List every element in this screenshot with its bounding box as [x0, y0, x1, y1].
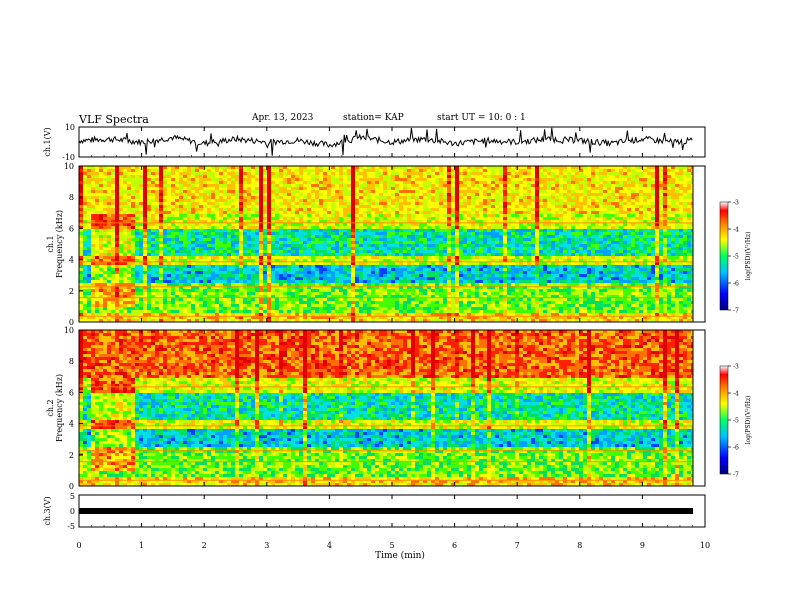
colorbar-tick-label: -5: [733, 418, 739, 425]
station-label: station= KAP: [343, 113, 404, 123]
ch1-spectrogram-yticks: 0 2 4 6 8 10: [64, 162, 83, 327]
colorbar-tick-label: -6: [733, 281, 739, 288]
ch3-ytick-bottom: -5: [67, 522, 75, 531]
ytick-label: 8: [69, 193, 74, 202]
chart-title: VLF Spectra: [79, 113, 149, 126]
ch1-waveform-line: [78, 127, 693, 156]
ytick-label: 2: [69, 287, 74, 296]
ch2-spectrogram-margin: [692, 329, 706, 487]
colorbar-tick-label: -4: [733, 391, 739, 398]
ch1-waveform-frame: [78, 126, 706, 158]
ytick-label: 10: [64, 326, 74, 335]
colorbar-tick-label: -5: [733, 254, 739, 261]
ch1-spectrogram-heatmap: [79, 166, 696, 323]
ytick-label: 0: [69, 482, 74, 491]
ch2-colorbar-label: log(PSD)(V²/Hz): [745, 396, 752, 445]
colorbar-tick-label: -7: [733, 308, 739, 315]
ch3-waveform-ylabel: ch.3(V): [43, 496, 52, 525]
ch1-colorbar-label: log(PSD)(V²/Hz): [745, 232, 752, 281]
ch2-spectrogram-ylabel-channel: ch.2: [46, 399, 55, 416]
ch3-ytick-top: 5: [70, 492, 75, 501]
ch2-spectrogram-yticks: 0 2 4 6 8 10: [64, 326, 83, 491]
x-tick-label: 7: [515, 541, 520, 550]
ch1-ytick-top: 10: [65, 123, 75, 132]
x-tick-label: 8: [577, 541, 582, 550]
colorbar-tick-label: -7: [733, 472, 739, 479]
x-axis-ticks: 0 1 2 3 4 5 6 7 8 9 10: [76, 127, 710, 550]
ytick-label: 6: [69, 224, 74, 233]
ytick-label: 0: [69, 318, 74, 327]
date-label: Apr. 13, 2023: [252, 113, 314, 123]
x-tick-label: 2: [202, 541, 207, 550]
ch1-colorbar: [719, 201, 729, 311]
colorbar-tick-label: -3: [733, 200, 739, 207]
x-tick-label: 4: [327, 541, 332, 550]
ch1-ytick-bottom: -10: [62, 153, 75, 162]
colorbar-tick-label: -3: [733, 364, 739, 371]
ch3-ytick-mid: 0: [70, 507, 75, 516]
ch1-waveform-ylabel: ch.1(V): [43, 127, 52, 156]
ch2-colorbar: [719, 365, 729, 475]
ch1-spectrogram-ylabel-frequency: Frequency (kHz): [55, 210, 64, 278]
ytick-label: 10: [64, 162, 74, 171]
ch2-spectrogram-heatmap: [79, 330, 696, 487]
ytick-label: 4: [69, 420, 74, 429]
x-tick-label: 3: [264, 541, 269, 550]
ytick-label: 2: [69, 451, 74, 460]
x-tick-label: 9: [640, 541, 645, 550]
ytick-label: 6: [69, 388, 74, 397]
x-tick-label: 10: [700, 541, 710, 550]
colorbar-tick-label: -6: [733, 445, 739, 452]
x-tick-label: 5: [389, 541, 394, 550]
ytick-label: 8: [69, 357, 74, 366]
ch1-waveform-panel: 10 -10 ch.1(V): [43, 123, 706, 162]
ch1-spectrogram-margin: [692, 165, 706, 323]
x-axis-label: Time (min): [375, 550, 425, 561]
ch1-colorbar-ticks: -3 -4 -5 -6 -7: [728, 200, 739, 315]
ch3-waveform-panel: 5 0 -5 ch.3(V): [43, 492, 706, 531]
x-tick-label: 0: [76, 541, 81, 550]
colorbar-tick-label: -4: [733, 227, 739, 234]
x-tick-label: 6: [452, 541, 457, 550]
ch3-waveform-band: [79, 508, 693, 514]
ch2-spectrogram-ylabel-frequency: Frequency (kHz): [55, 374, 64, 442]
x-tick-label: 1: [139, 541, 144, 550]
ch1-spectrogram-ylabel-channel: ch.1: [46, 235, 55, 252]
start-time-label: start UT = 10: 0 : 1: [437, 113, 526, 123]
ch2-colorbar-ticks: -3 -4 -5 -6 -7: [728, 364, 739, 479]
ytick-label: 4: [69, 256, 74, 265]
